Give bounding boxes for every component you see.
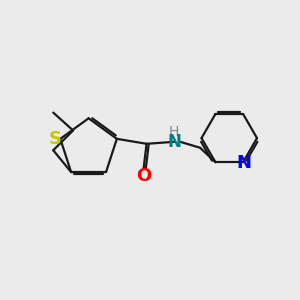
Text: O: O [136, 167, 151, 185]
Text: H: H [169, 125, 179, 139]
Text: S: S [49, 130, 62, 148]
Text: N: N [167, 133, 181, 151]
Text: N: N [237, 154, 252, 172]
